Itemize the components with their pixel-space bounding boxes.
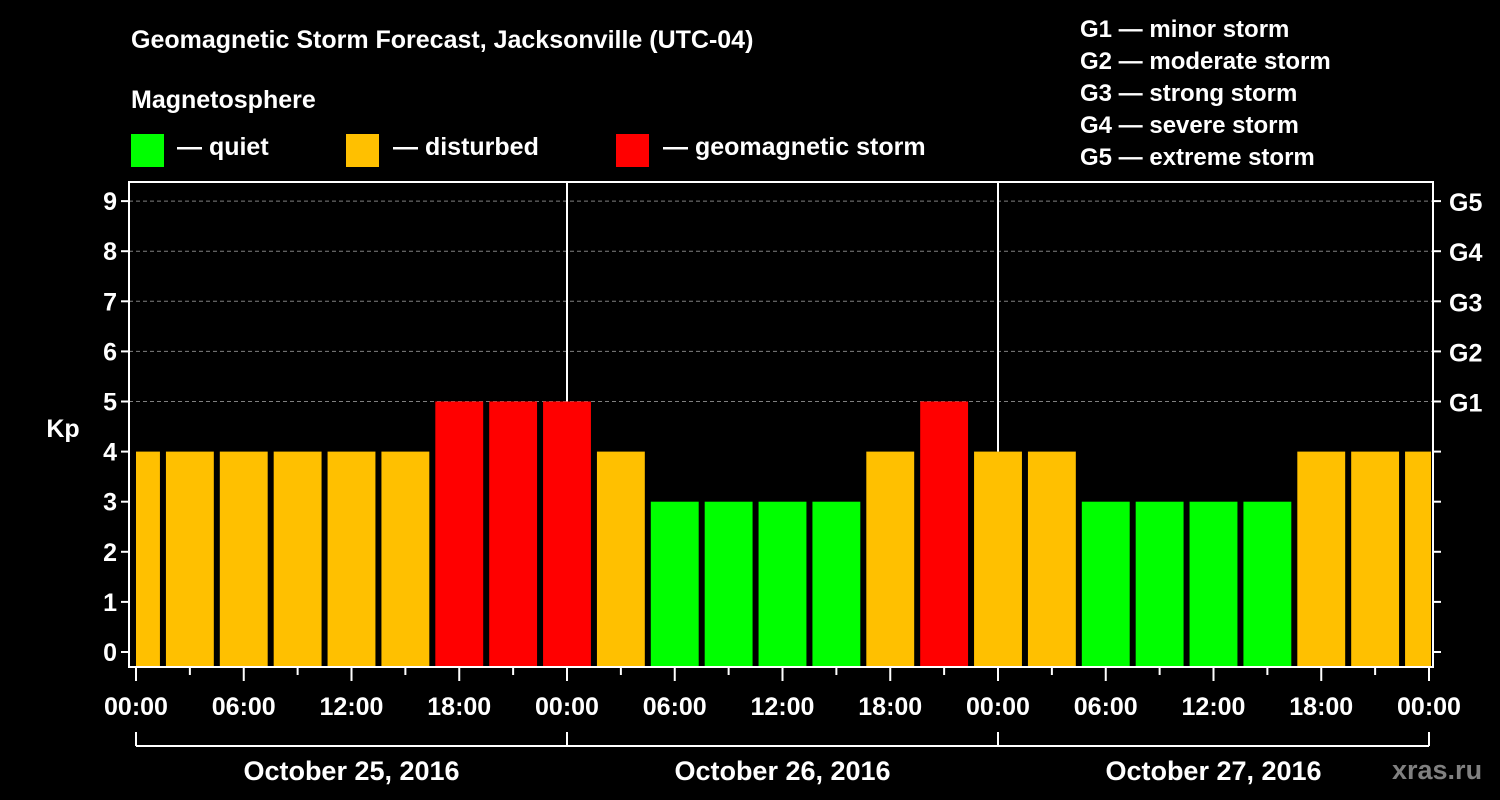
bars	[136, 401, 1431, 666]
y-tick-label: 9	[103, 188, 117, 216]
axes: 0 1 2 3 4 5 6 7 8 9 G1 G2 G3 G4 G5 00:00 06:00 12:00 18:00…	[103, 181, 1482, 786]
bar-2	[219, 451, 268, 666]
day-label: October 26, 2016	[674, 756, 890, 786]
bar-23	[1351, 451, 1400, 666]
g-scale-tick-label: G4	[1449, 239, 1482, 267]
y-tick-label: 7	[103, 288, 117, 316]
bar-0	[136, 451, 160, 666]
legend-label-disturbed: — disturbed	[393, 133, 539, 161]
bar-14	[866, 451, 915, 666]
x-tick-label: 06:00	[212, 693, 276, 721]
bar-17	[1027, 451, 1076, 666]
bar-11	[704, 501, 753, 666]
g-scale-item-g2: G2 — moderate storm	[1080, 48, 1331, 75]
y-tick-label: 0	[103, 639, 117, 667]
bar-20	[1189, 501, 1238, 666]
bar-1	[165, 451, 214, 666]
plot-frame	[128, 181, 1434, 668]
legend-label-storm: — geomagnetic storm	[663, 133, 926, 161]
x-tick-label: 06:00	[643, 693, 707, 721]
g-scale-tick-label: G5	[1449, 189, 1482, 217]
g-scale-tick-label: G1	[1449, 390, 1482, 418]
y-tick-label: 8	[103, 238, 117, 266]
legend-swatch-quiet	[131, 134, 164, 167]
x-tick-label: 00:00	[1397, 693, 1461, 721]
bar-7	[489, 401, 538, 666]
bar-15	[920, 401, 969, 666]
y-tick-label: 3	[103, 489, 117, 517]
bar-4	[327, 451, 376, 666]
bar-21	[1243, 501, 1292, 666]
x-tick-label: 00:00	[966, 693, 1030, 721]
bar-10	[650, 501, 699, 666]
bar-12	[758, 501, 807, 666]
y-tick-label: 5	[103, 389, 117, 417]
bar-18	[1081, 501, 1130, 666]
chart-title: Geomagnetic Storm Forecast, Jacksonville…	[131, 26, 754, 54]
y-tick-label: 6	[103, 338, 117, 366]
g-scale-tick-label: G2	[1449, 339, 1482, 367]
bar-22	[1297, 451, 1346, 666]
g-scale-item-g4: G4 — severe storm	[1080, 112, 1299, 139]
x-tick-label: 00:00	[535, 693, 599, 721]
bar-16	[974, 451, 1022, 666]
bar-group	[136, 401, 1431, 666]
day-label: October 25, 2016	[243, 756, 459, 786]
x-tick-label: 12:00	[751, 693, 815, 721]
y-axis-label: Kp	[46, 415, 79, 443]
legend-heading: Magnetosphere	[131, 86, 316, 114]
gridlines	[129, 200, 1433, 402]
bar-13	[812, 501, 861, 666]
y-tick-label: 1	[103, 589, 117, 617]
x-tick-label: 18:00	[858, 693, 922, 721]
g-scale-item-g3: G3 — strong storm	[1080, 80, 1298, 107]
x-tick-label: 00:00	[104, 693, 168, 721]
day-label: October 27, 2016	[1105, 756, 1321, 786]
legend-swatch-storm	[616, 134, 649, 167]
x-tick-label: 12:00	[1182, 693, 1246, 721]
bar-9	[596, 451, 645, 666]
bar-24	[1405, 451, 1431, 666]
y-tick-label: 2	[103, 539, 117, 567]
watermark: xras.ru	[1392, 755, 1483, 785]
g-scale-item-g1: G1 — minor storm	[1080, 16, 1290, 43]
x-tick-label: 12:00	[320, 693, 384, 721]
bar-6	[435, 401, 484, 666]
g-scale-tick-label: G3	[1449, 289, 1482, 317]
x-tick-label: 18:00	[427, 693, 491, 721]
legend-label-quiet: — quiet	[177, 133, 269, 161]
x-tick-label: 18:00	[1289, 693, 1353, 721]
y-tick-label: 4	[103, 439, 117, 467]
g-scale-legend: G1 — minor storm G2 — moderate storm G3 …	[1080, 14, 1331, 174]
bar-3	[273, 451, 322, 666]
bar-5	[381, 451, 430, 666]
g-scale-item-g5: G5 — extreme storm	[1080, 144, 1315, 171]
bar-8	[543, 401, 591, 666]
legend-swatch-disturbed	[346, 134, 379, 167]
x-tick-label: 06:00	[1074, 693, 1138, 721]
bar-19	[1135, 501, 1184, 666]
